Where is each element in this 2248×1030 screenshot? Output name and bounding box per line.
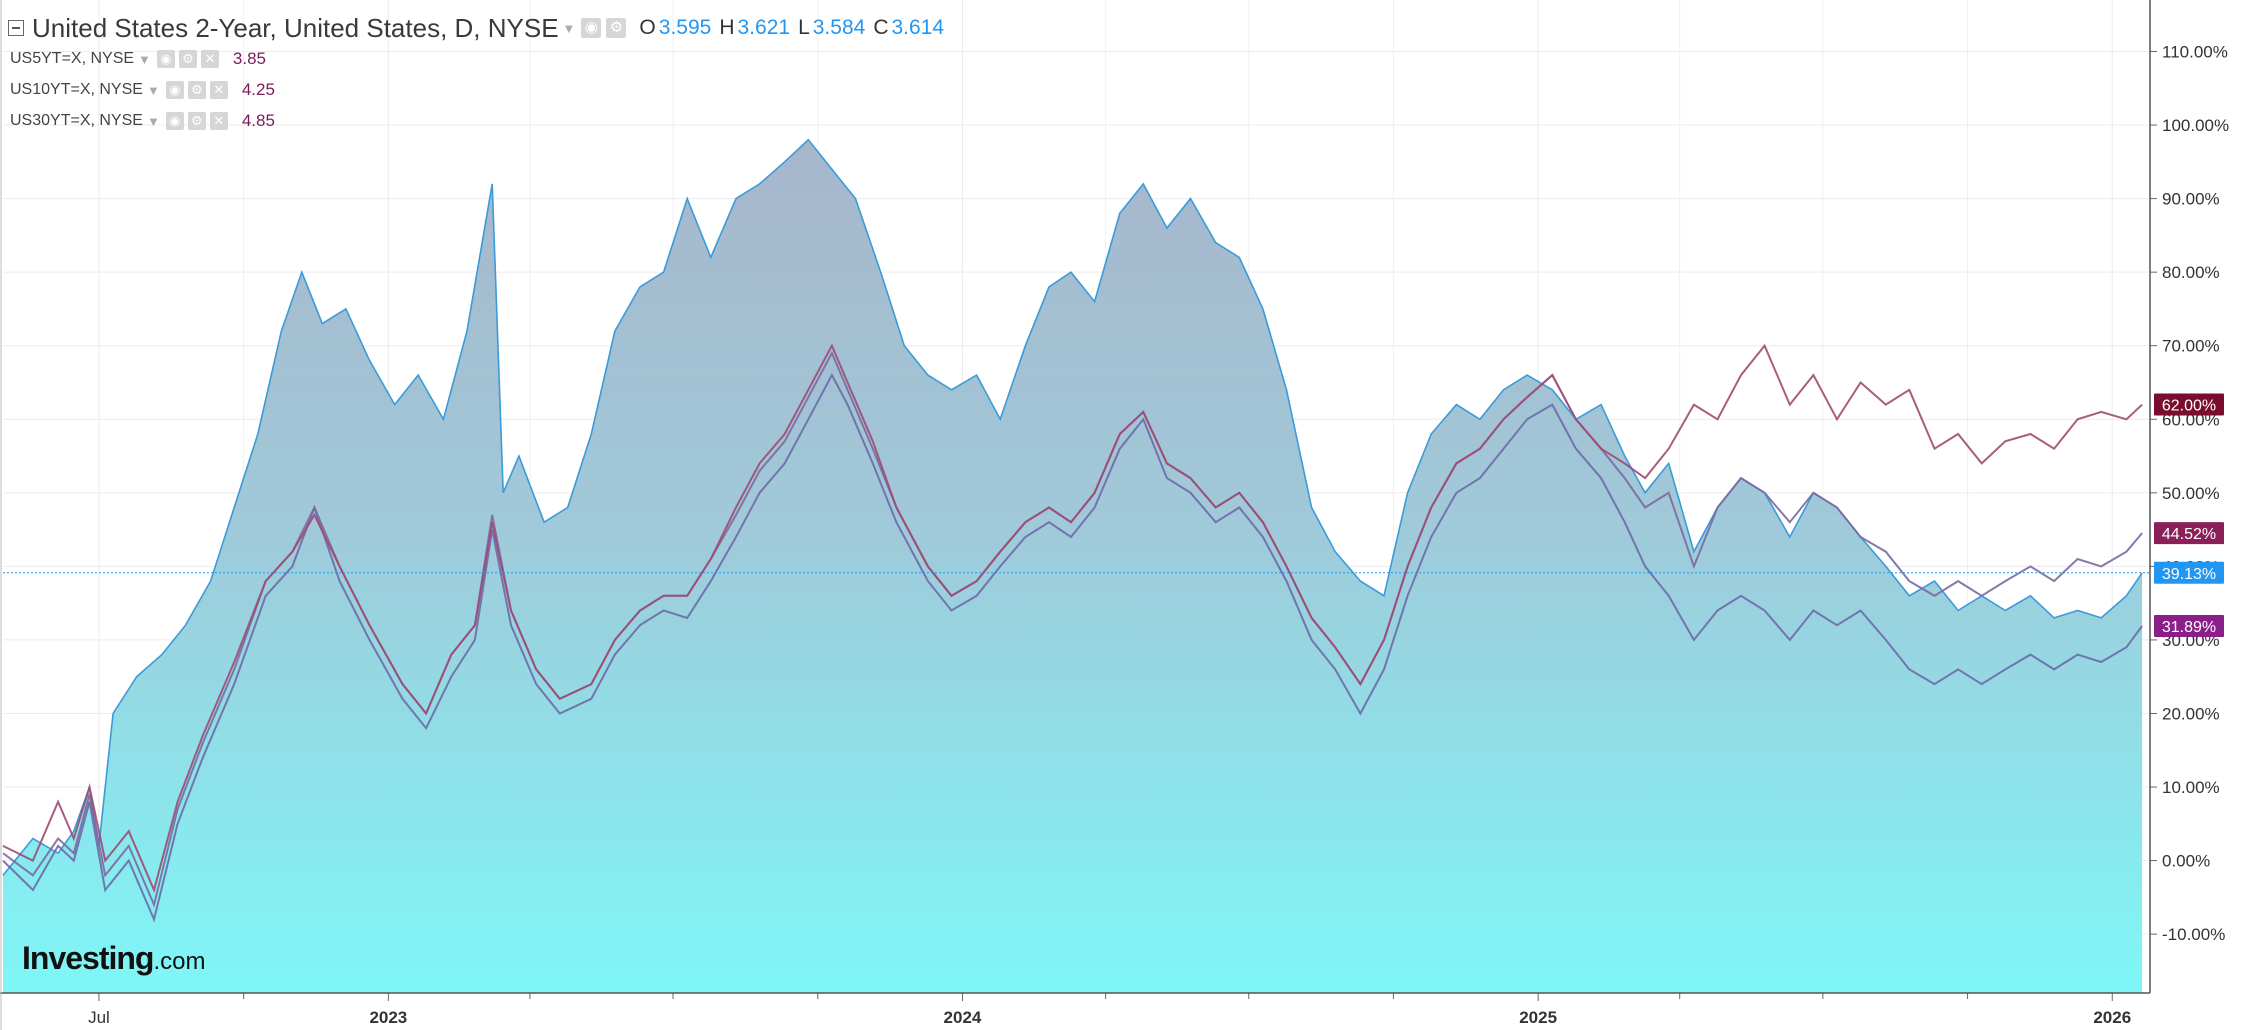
plot-area [2, 138, 2150, 994]
close-icon[interactable]: ✕ [200, 50, 219, 68]
overlay-us5yt: US5YT=X, NYSE ▼ ◉ ⚙ ✕ 3.85 [10, 46, 266, 72]
eye-icon[interactable]: ◉ [156, 50, 175, 68]
price-label-box [2154, 522, 2224, 545]
investing-logo: Investing.com [22, 940, 205, 977]
ohlc-high-value: 3.621 [737, 16, 791, 39]
y-tick-label: 110.00% [2162, 42, 2228, 61]
overlay-title[interactable]: US5YT=X, NYSE [10, 50, 135, 67]
close-icon[interactable]: ✕ [209, 81, 228, 99]
overlay-us10yt: US10YT=X, NYSE ▼ ◉ ⚙ ✕ 4.25 [10, 77, 275, 103]
ohlc-open-value: 3.595 [658, 16, 712, 39]
x-tick-label: 2026 [2093, 1008, 2131, 1027]
dropdown-caret-icon[interactable]: ▼ [146, 82, 160, 98]
chart-header: United States 2-Year, United States, D, … [8, 12, 944, 44]
y-tick-label: 70.00% [2162, 337, 2220, 356]
main-series-title[interactable]: United States 2-Year, United States, D, … [32, 12, 559, 43]
eye-icon[interactable]: ◉ [581, 18, 602, 38]
dropdown-caret-icon[interactable]: ▼ [146, 113, 160, 129]
eye-icon[interactable]: ◉ [165, 81, 184, 99]
series-line-us5y [2, 372, 2143, 923]
y-tick-label: 0.00% [2162, 852, 2210, 871]
y-tick-label: 90.00% [2162, 190, 2220, 209]
price-label-3: 62.00% [2154, 393, 2224, 416]
eye-icon[interactable]: ◉ [165, 112, 184, 130]
close-icon[interactable]: ✕ [209, 112, 228, 130]
x-tick-label: 2025 [1519, 1008, 1557, 1027]
overlay-title[interactable]: US30YT=X, NYSE [10, 112, 143, 129]
overlay-value: 4.85 [241, 111, 275, 130]
series-area-us2y [3, 139, 2143, 994]
y-tick-label: 50.00% [2162, 484, 2220, 503]
y-tick-label: 10.00% [2162, 778, 2220, 797]
price-label-box [2154, 393, 2224, 416]
collapse-icon[interactable] [8, 20, 24, 36]
gear-icon[interactable]: ⚙ [606, 18, 627, 38]
ohlc-low-value: 3.584 [812, 16, 866, 39]
price-label-text: 44.52% [2162, 526, 2216, 543]
y-tick-label: 80.00% [2162, 263, 2220, 282]
price-label-text: 39.13% [2162, 566, 2216, 583]
dropdown-caret-icon[interactable]: ▼ [562, 20, 576, 36]
price-label-2: 44.52% [2154, 522, 2224, 545]
price-label-box [2154, 615, 2224, 638]
ohlc-high-key: H [719, 16, 735, 39]
overlay-title[interactable]: US10YT=X, NYSE [10, 81, 143, 98]
gear-icon[interactable]: ⚙ [187, 112, 206, 130]
series-line-us2y [2, 138, 2143, 876]
ohlc-close-key: C [873, 16, 889, 39]
ohlc-open-key: O [639, 16, 656, 39]
ohlc-close-value: 3.614 [891, 16, 945, 39]
ohlc-low-key: L [798, 16, 810, 39]
x-tick-label: 2024 [944, 1008, 982, 1027]
y-tick-label: -10.00% [2162, 925, 2225, 944]
dropdown-caret-icon[interactable]: ▼ [138, 51, 151, 67]
logo-text: Investing [22, 940, 154, 976]
price-labels: 39.13% 31.89% 44.52% 62.00% [2154, 393, 2224, 638]
price-label-0: 39.13% [2154, 561, 2224, 584]
x-tick-label: Jul [88, 1008, 110, 1027]
price-label-box [2154, 561, 2224, 584]
price-label-text: 62.00% [2162, 398, 2216, 415]
gear-icon[interactable]: ⚙ [178, 50, 197, 68]
overlay-us30yt: US30YT=X, NYSE ▼ ◉ ⚙ ✕ 4.85 [10, 108, 275, 134]
price-label-1: 31.89% [2154, 615, 2224, 638]
gear-icon[interactable]: ⚙ [187, 81, 206, 99]
y-tick-label: 100.00% [2162, 116, 2229, 135]
price-label-text: 31.89% [2162, 619, 2216, 636]
overlay-value: 4.25 [241, 80, 275, 99]
x-tick-label: 2023 [369, 1008, 407, 1027]
overlay-value: 3.85 [232, 49, 267, 68]
logo-domain: .com [153, 948, 206, 975]
series-line-us30y [2, 343, 2143, 894]
y-tick-label: 20.00% [2162, 704, 2220, 723]
